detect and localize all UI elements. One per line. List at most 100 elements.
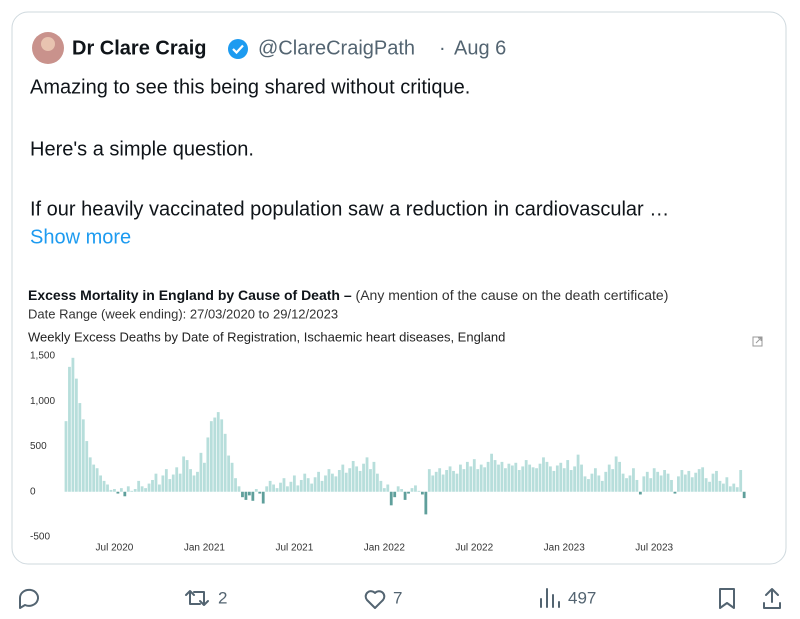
bar — [147, 483, 151, 492]
bar — [292, 475, 296, 492]
bar — [74, 378, 78, 492]
y-tick-label: -500 — [30, 532, 50, 543]
bar — [472, 459, 476, 492]
bar — [479, 464, 483, 492]
bar — [549, 466, 552, 492]
bar — [206, 437, 210, 492]
bar — [126, 486, 130, 492]
bar — [504, 468, 507, 492]
bar — [545, 461, 549, 492]
bar — [102, 480, 106, 492]
bar — [144, 488, 147, 492]
bar — [85, 441, 89, 492]
bar — [673, 491, 677, 494]
bar — [106, 484, 109, 492]
bar — [348, 468, 352, 492]
bar — [258, 491, 262, 494]
bar — [718, 480, 722, 492]
bar — [538, 463, 542, 492]
bar — [68, 366, 71, 492]
bar — [701, 467, 705, 492]
bar — [196, 471, 199, 492]
bar — [656, 471, 660, 492]
bar — [555, 465, 559, 492]
bar — [268, 480, 272, 492]
bar — [313, 477, 317, 492]
bar — [625, 478, 628, 492]
chart-image[interactable] — [22, 272, 776, 558]
bar — [445, 470, 448, 492]
bar — [510, 465, 514, 492]
bar — [168, 479, 172, 492]
bar — [396, 486, 400, 492]
bar — [296, 485, 300, 492]
date-range: Date Range (week ending): 27/03/2020 to … — [28, 306, 338, 321]
bar — [389, 491, 393, 506]
bar — [386, 484, 390, 492]
like-count: 7 — [393, 588, 402, 607]
y-tick-label: 0 — [30, 486, 36, 497]
post-date[interactable]: Aug 6 — [454, 37, 506, 59]
bar — [670, 479, 673, 492]
bar — [486, 461, 490, 492]
author-handle[interactable]: @ClareCraigPath — [258, 37, 415, 59]
bar — [95, 468, 99, 492]
avatar-face — [41, 37, 55, 51]
reply-icon[interactable] — [18, 588, 39, 609]
bar — [237, 486, 241, 492]
bar — [531, 467, 535, 492]
bar — [306, 478, 310, 492]
bar — [279, 482, 282, 492]
bar — [438, 468, 442, 492]
expand-icon[interactable] — [752, 336, 763, 347]
bar — [410, 488, 414, 492]
bar — [632, 468, 635, 492]
show-more[interactable]: Show more — [30, 226, 131, 248]
views-icon[interactable] — [540, 588, 560, 608]
bar — [417, 490, 421, 492]
separator: · — [439, 37, 446, 59]
bar — [230, 462, 234, 492]
bar — [137, 480, 141, 492]
share-icon[interactable] — [763, 588, 781, 609]
bar — [680, 470, 684, 492]
bar — [483, 467, 487, 492]
bar — [71, 357, 75, 492]
bar — [209, 421, 213, 492]
bar — [469, 466, 473, 492]
chart-title-note: (Any mention of the cause on the death c… — [356, 287, 669, 303]
bar — [490, 453, 493, 492]
author-name[interactable]: Dr Clare Craig — [72, 37, 207, 59]
x-tick-label: Jan 2022 — [364, 543, 406, 554]
bar — [569, 470, 573, 492]
bar — [116, 491, 120, 494]
bar — [317, 471, 320, 492]
bar — [476, 469, 480, 492]
bar — [286, 486, 289, 492]
bar — [327, 469, 331, 492]
bar — [220, 419, 224, 492]
y-tick-label: 1,500 — [30, 351, 55, 362]
bar — [614, 456, 618, 492]
retweet-icon[interactable] — [185, 590, 209, 606]
bar — [78, 403, 82, 492]
bar — [130, 490, 134, 492]
bar — [275, 488, 279, 492]
bar — [420, 491, 424, 495]
retweet-count: 2 — [218, 588, 227, 607]
bar — [697, 469, 701, 492]
bookmark-icon[interactable] — [719, 588, 735, 609]
bar — [310, 483, 314, 492]
chart: -500 0 500 1,000 1,500 Jul 2020 Jan 2021 Jul 20… — [30, 351, 746, 554]
bar — [109, 489, 113, 492]
bar — [92, 464, 96, 492]
bar — [382, 488, 386, 492]
bar — [732, 483, 736, 492]
bar — [576, 454, 580, 492]
bar — [355, 466, 359, 492]
bar — [514, 462, 518, 492]
bar — [459, 464, 462, 492]
bar — [725, 477, 729, 492]
post-text-line: Here's a simple question. — [30, 138, 254, 160]
like-icon[interactable] — [364, 590, 386, 609]
